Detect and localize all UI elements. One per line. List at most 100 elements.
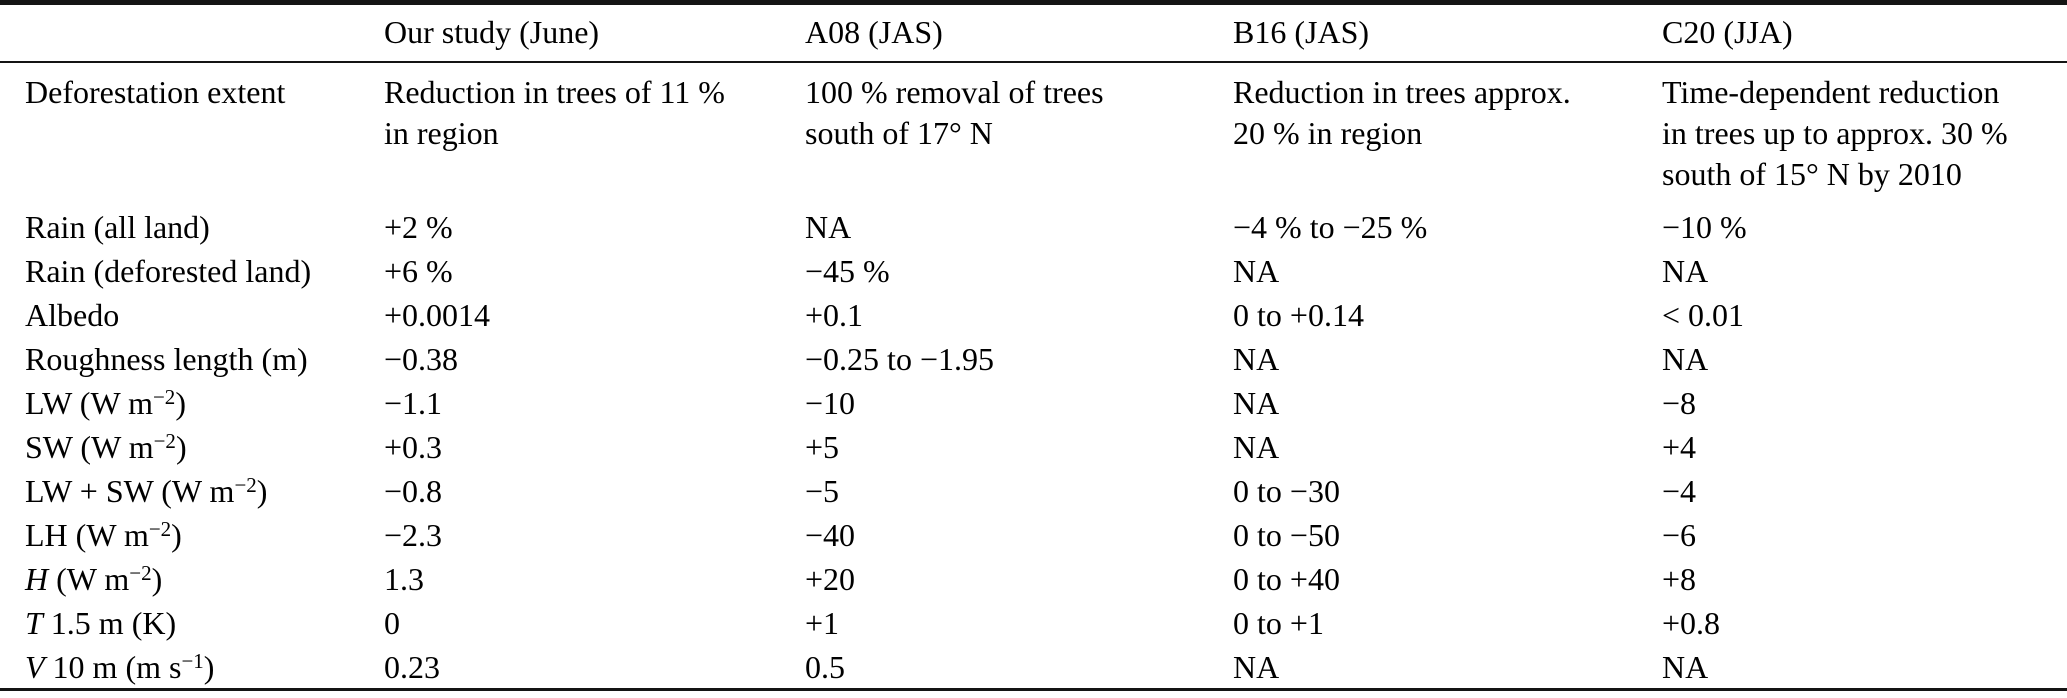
table-cell: 0 to −30 [1233,472,1340,509]
table-cell: 1.3 [384,560,424,597]
table-cell: −6 [1662,516,1697,553]
unit-superscript: −2 [153,428,176,453]
column-header-our-study: Our study (June) [384,14,600,51]
column-header-b16: B16 (JAS) [1233,14,1370,51]
table-cell: 0 to −50 [1233,516,1340,553]
table-cell: NA [1233,384,1280,421]
table-cell: +1 [805,604,840,641]
table-cell: −40 [805,516,856,553]
table-cell: −0.38 [384,340,459,377]
row-label: Roughness length (m) [0,338,384,382]
table-cell: NA [1233,428,1280,465]
unit-superscript: −1 [181,648,204,673]
row-label-text: Rain (all land) [25,208,210,245]
row-label-text: LW (W m [25,384,153,421]
row-label-text: ) [151,560,163,597]
row-label: LH (W m−2) [0,514,384,558]
table-body: Deforestation extent Reduction in trees o… [0,62,2067,690]
row-label: H (W m−2) [0,558,384,602]
table-row: Roughness length (m) −0.38 −0.25 to −1.95 N… [0,338,2067,382]
column-header-a08: A08 (JAS) [805,14,943,51]
table-row: V 10 m (m s−1) 0.23 0.5 NA NA [0,646,2067,690]
table-cell: 0.23 [384,648,440,685]
table-cell: +0.3 [384,428,443,465]
table-row: T 1.5 m (K) 0 +1 0 to +1 +0.8 [0,602,2067,646]
table-cell: −8 [1662,384,1697,421]
unit-superscript: −2 [129,560,152,585]
table-cell: −45 % [805,252,890,289]
table-cell: +2 % [384,208,453,245]
table-cell: −1.1 [384,384,443,421]
table-cell: −10 % [1662,208,1747,245]
table-cell: 100 % removal of trees south of 17° N [805,73,1104,151]
table-cell: +0.8 [1662,604,1721,641]
table-cell: +0.0014 [384,296,491,333]
table-cell: NA [1233,340,1280,377]
table-row: Deforestation extent Reduction in trees o… [0,62,2067,206]
column-header-empty [0,3,384,62]
row-label: LW (W m−2) [0,382,384,426]
table-cell: −4 % to −25 % [1233,208,1428,245]
table-row: SW (W m−2) +0.3 +5 NA +4 [0,426,2067,470]
row-label-text: ) [175,384,186,421]
table-cell: NA [1233,252,1280,289]
table-cell: Time-dependent reduction in trees up to … [1662,73,2008,192]
table-cell: −0.8 [384,472,443,509]
row-label-text: SW (W m [25,428,154,465]
table-cell: −4 [1662,472,1697,509]
row-label-text: ) [203,648,215,685]
table-cell: −0.25 to −1.95 [805,340,994,377]
unit-superscript: −2 [148,516,172,541]
row-label: Albedo [0,294,384,338]
row-label-text: Roughness length (m) [25,340,308,377]
table-row: LH (W m−2) −2.3 −40 0 to −50 −6 [0,514,2067,558]
table-cell: NA [805,208,852,245]
table-cell: 0 [384,604,400,641]
table-row: LW (W m−2) −1.1 −10 NA −8 [0,382,2067,426]
row-label: Rain (deforested land) [0,250,384,294]
row-label: T 1.5 m (K) [0,602,384,646]
table-cell: NA [1662,648,1709,685]
table-row: LW + SW (W m−2) −0.8 −5 0 to −30 −4 [0,470,2067,514]
table-cell: Reduction in trees approx. 20 % in regio… [1233,73,1571,151]
row-label-text: (W m [48,560,130,597]
row-label-text: 1.5 m (K) [42,604,177,641]
table-cell: +8 [1662,560,1697,597]
row-label-text: V [25,648,45,685]
table-cell: 0 to +0.14 [1233,296,1364,333]
row-label: LW + SW (W m−2) [0,470,384,514]
row-label: V 10 m (m s−1) [0,646,384,690]
unit-superscript: −2 [152,384,176,409]
table-cell: NA [1233,648,1280,685]
table-cell: +5 [805,428,840,465]
table-cell: NA [1662,340,1709,377]
row-label-text: ) [171,516,182,553]
table-cell: +0.1 [805,296,864,333]
table-cell: −2.3 [384,516,443,553]
row-label-text: T [25,604,43,641]
table-cell: 0 to +1 [1233,604,1324,641]
row-label-text: LH (W m [25,516,149,553]
table-cell: +20 [805,560,856,597]
row-label-text: 10 m (m s [44,648,182,685]
table-cell: −10 [805,384,856,421]
row-label-text: LW + SW (W m [25,472,235,509]
column-header-c20: C20 (JJA) [1662,14,1793,51]
row-label-text: ) [175,428,187,465]
table-row: H (W m−2) 1.3 +20 0 to +40 +8 [0,558,2067,602]
table-row: Rain (all land) +2 % NA −4 % to −25 % −10 % [0,206,2067,250]
table-row: Rain (deforested land) +6 % −45 % NA NA [0,250,2067,294]
row-label-text: ) [256,472,268,509]
table-cell: +6 % [384,252,453,289]
row-label-text: Albedo [25,296,120,333]
table-cell: < 0.01 [1662,296,1745,333]
table-cell: +4 [1662,428,1697,465]
table-cell: NA [1662,252,1709,289]
table-cell: 0 to +40 [1233,560,1340,597]
row-label: SW (W m−2) [0,426,384,470]
table-cell: 0.5 [805,648,845,685]
row-label: Deforestation extent [0,62,384,206]
row-label: Rain (all land) [0,206,384,250]
row-label-text: Deforestation extent [25,73,286,110]
